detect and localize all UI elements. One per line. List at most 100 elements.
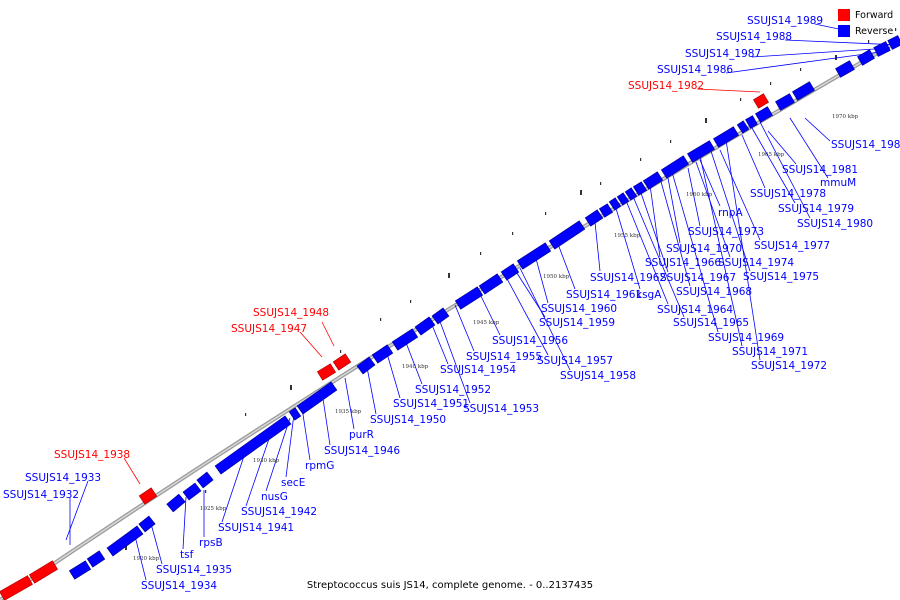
gene-label-ssujs14-1978[interactable]: SSUJS14_1978 bbox=[750, 188, 826, 200]
gene-block[interactable] bbox=[138, 515, 156, 533]
gene-block[interactable] bbox=[316, 363, 337, 381]
gene-label-ssujs14-1987[interactable]: SSUJS14_1987 bbox=[685, 48, 761, 60]
gene-block[interactable] bbox=[687, 140, 715, 163]
gene-block[interactable] bbox=[68, 560, 92, 580]
gene-label-ssujs14-1973[interactable]: SSUJS14_1973 bbox=[688, 226, 764, 238]
gene-block[interactable] bbox=[454, 286, 484, 310]
gene-label-ssujs14-1988[interactable]: SSUJS14_1988 bbox=[716, 31, 792, 43]
gene-block[interactable] bbox=[624, 187, 638, 201]
gene-label-ssujs14-1960[interactable]: SSUJS14_1960 bbox=[541, 303, 617, 315]
gene-label-ssujs14-1938[interactable]: SSUJS14_1938 bbox=[54, 449, 130, 461]
gene-label-tsf[interactable]: tsf bbox=[180, 549, 194, 561]
gene-label-ssujs14-1981[interactable]: SSUJS14_1981 bbox=[782, 164, 858, 176]
gene-block[interactable] bbox=[182, 482, 202, 501]
gene-label-ssujs14-1964[interactable]: SSUJS14_1964 bbox=[657, 304, 733, 316]
gene-label-ssujs14-1967[interactable]: SSUJS14_1967 bbox=[660, 272, 736, 284]
gene-block[interactable] bbox=[431, 307, 450, 325]
gene-label-ssujs14-1974[interactable]: SSUJS14_1974 bbox=[718, 257, 794, 269]
gene-block[interactable] bbox=[873, 41, 891, 57]
gene-label-ssujs14-1980[interactable]: SSUJS14_1980 bbox=[797, 218, 873, 230]
gene-label-ssujs14-1979[interactable]: SSUJS14_1979 bbox=[778, 203, 854, 215]
gene-label-rnpa[interactable]: rnpA bbox=[718, 207, 743, 219]
gene-block[interactable] bbox=[713, 126, 739, 148]
gene-block[interactable] bbox=[775, 93, 795, 111]
gene-label-ssujs14-1975[interactable]: SSUJS14_1975 bbox=[743, 271, 819, 283]
gene-block[interactable] bbox=[745, 115, 758, 129]
gene-label-ssujs14-1966[interactable]: SSUJS14_1966 bbox=[645, 257, 721, 269]
gene-label-ksga[interactable]: ksgA bbox=[636, 289, 662, 301]
gene-block[interactable] bbox=[584, 209, 604, 227]
gene-label-ssujs14-1962[interactable]: SSUJS14_1962 bbox=[590, 272, 666, 284]
gene-label-purr[interactable]: purR bbox=[349, 429, 374, 441]
gene-block[interactable] bbox=[106, 525, 144, 557]
gene-block[interactable] bbox=[356, 356, 376, 375]
gene-block[interactable] bbox=[835, 60, 855, 78]
gene-block[interactable] bbox=[632, 181, 648, 196]
gene-label-ssujs14-1982[interactable]: SSUJS14_1982 bbox=[628, 80, 704, 92]
gene-block[interactable] bbox=[736, 120, 750, 134]
gene-label-ssujs14-1970[interactable]: SSUJS14_1970 bbox=[666, 243, 742, 255]
gene-label-ssujs14-1969[interactable]: SSUJS14_1969 bbox=[708, 332, 784, 344]
gene-label-mmum[interactable]: mmuM bbox=[820, 177, 856, 189]
gene-label-ssujs14-1950[interactable]: SSUJS14_1950 bbox=[370, 414, 446, 426]
gene-label-ssujs14-1958[interactable]: SSUJS14_1958 bbox=[560, 370, 636, 382]
gene-label-ssujs14-1952[interactable]: SSUJS14_1952 bbox=[415, 384, 491, 396]
gene-label-ssujs14-1934[interactable]: SSUJS14_1934 bbox=[141, 580, 217, 592]
gene-block[interactable] bbox=[478, 273, 504, 295]
gene-label-ssujs14-1953[interactable]: SSUJS14_1953 bbox=[463, 403, 539, 415]
gene-label-rpsb[interactable]: rpsB bbox=[199, 537, 223, 549]
gene-block[interactable] bbox=[332, 353, 352, 371]
gene-block[interactable] bbox=[86, 550, 106, 568]
gene-label-ssujs14-1954[interactable]: SSUJS14_1954 bbox=[440, 364, 516, 376]
gene-label-ssujs14-1984[interactable]: SSUJS14_1984 bbox=[831, 139, 900, 151]
gene-label-rpmg[interactable]: rpmG bbox=[305, 460, 334, 472]
gene-label-ssujs14-1986[interactable]: SSUJS14_1986 bbox=[657, 64, 733, 76]
gene-label-ssujs14-1959[interactable]: SSUJS14_1959 bbox=[539, 317, 615, 329]
gene-label-ssujs14-1956[interactable]: SSUJS14_1956 bbox=[492, 335, 568, 347]
gene-block[interactable] bbox=[792, 81, 815, 101]
gene-label-sece[interactable]: secE bbox=[281, 477, 305, 489]
gene-label-ssujs14-1968[interactable]: SSUJS14_1968 bbox=[676, 286, 752, 298]
gene-block[interactable] bbox=[414, 316, 436, 336]
gene-block[interactable] bbox=[753, 93, 769, 109]
gene-block[interactable] bbox=[391, 328, 419, 351]
gene-label-ssujs14-1948[interactable]: SSUJS14_1948 bbox=[253, 307, 329, 319]
gene-label-ssujs14-1971[interactable]: SSUJS14_1971 bbox=[732, 346, 808, 358]
gene-label-ssujs14-1951[interactable]: SSUJS14_1951 bbox=[393, 398, 469, 410]
gene-label-ssujs14-1957[interactable]: SSUJS14_1957 bbox=[537, 355, 613, 367]
gene-block[interactable] bbox=[660, 155, 690, 179]
gene-block[interactable] bbox=[500, 263, 520, 281]
gene-block[interactable] bbox=[616, 192, 630, 206]
gene-block[interactable] bbox=[166, 493, 186, 513]
gene-label-ssujs14-1933[interactable]: SSUJS14_1933 bbox=[25, 472, 101, 484]
gene-label-ssujs14-1977[interactable]: SSUJS14_1977 bbox=[754, 240, 830, 252]
gene-label-ssujs14-1941[interactable]: SSUJS14_1941 bbox=[218, 522, 294, 534]
gene-block[interactable] bbox=[214, 415, 292, 475]
gene-label-ssujs14-1955[interactable]: SSUJS14_1955 bbox=[466, 351, 542, 363]
gene-block[interactable] bbox=[288, 407, 302, 421]
gene-label-ssujs14-1947[interactable]: SSUJS14_1947 bbox=[231, 323, 307, 335]
gene-block[interactable] bbox=[755, 106, 773, 123]
gene-label-ssujs14-1942[interactable]: SSUJS14_1942 bbox=[241, 506, 317, 518]
gene-label-ssujs14-1946[interactable]: SSUJS14_1946 bbox=[324, 445, 400, 457]
gene-label-nusg[interactable]: nusG bbox=[261, 491, 288, 503]
gene-label-ssujs14-1972[interactable]: SSUJS14_1972 bbox=[751, 360, 827, 372]
gene-block[interactable] bbox=[371, 344, 394, 364]
gene-block[interactable] bbox=[642, 171, 664, 190]
gene-block[interactable] bbox=[0, 575, 33, 600]
gene-label-ssujs14-1935[interactable]: SSUJS14_1935 bbox=[156, 564, 232, 576]
gene-block[interactable] bbox=[608, 197, 622, 211]
gene-label-ssujs14-1965[interactable]: SSUJS14_1965 bbox=[673, 317, 749, 329]
gene-block[interactable] bbox=[28, 560, 59, 584]
gene-block[interactable] bbox=[887, 35, 900, 50]
gene-label-ssujs14-1932[interactable]: SSUJS14_1932 bbox=[3, 489, 79, 501]
gene-block[interactable] bbox=[857, 49, 875, 66]
gene-block[interactable] bbox=[296, 381, 338, 415]
gene-label-ssujs14-1961[interactable]: SSUJS14_1961 bbox=[566, 289, 642, 301]
gene-block[interactable] bbox=[516, 242, 552, 270]
gene-label-ssujs14-1989[interactable]: SSUJS14_1989 bbox=[747, 15, 823, 27]
gene-block[interactable] bbox=[196, 471, 214, 489]
gene-block[interactable] bbox=[598, 203, 614, 218]
gene-block[interactable] bbox=[138, 487, 158, 505]
gene-block[interactable] bbox=[548, 220, 586, 250]
